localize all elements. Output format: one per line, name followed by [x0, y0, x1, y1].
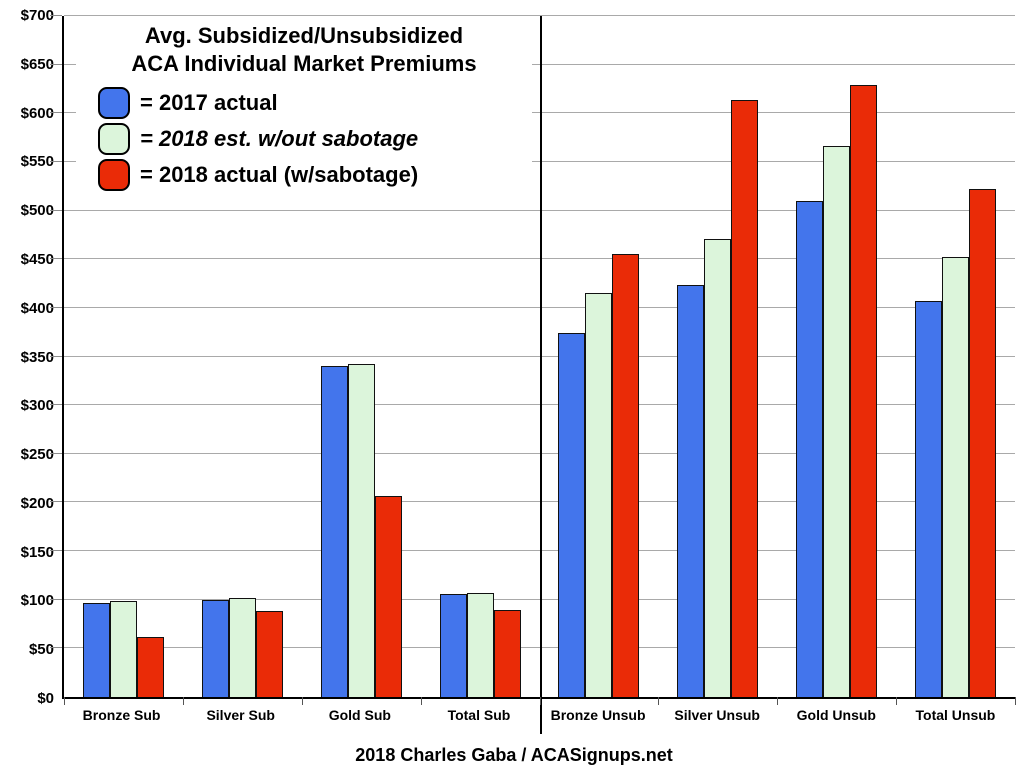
- x-axis-labels: Bronze Sub Silver Sub Gold Sub Total Sub Bro…: [62, 707, 1015, 723]
- gridline: [64, 15, 1015, 16]
- bar: [796, 200, 824, 697]
- x-axis-boundary-tick: [182, 697, 184, 705]
- plot-area: [50, 15, 1016, 734]
- y-axis-tick: [50, 355, 62, 357]
- legend-swatch-green: [98, 123, 130, 155]
- x-axis-label: Silver Sub: [206, 707, 275, 723]
- legend-swatch-red: [98, 159, 130, 191]
- legend-item-2018-estimate: = 2018 est. w/out sabotage: [98, 122, 532, 156]
- bar: [255, 611, 283, 697]
- bar: [109, 600, 137, 697]
- x-axis-label: Silver Unsub: [674, 707, 760, 723]
- x-axis-boundary-tick: [301, 697, 303, 705]
- y-axis-tick: [50, 501, 62, 503]
- x-axis-label: Gold Sub: [328, 707, 391, 723]
- x-axis-boundary-tick: [896, 697, 898, 705]
- y-axis-tick: [50, 15, 62, 16]
- legend: = 2017 actual = 2018 est. w/out sabotage…: [76, 86, 532, 192]
- y-axis-tick: [50, 306, 62, 308]
- legend-label-2017-actual: = 2017 actual: [140, 90, 278, 115]
- x-axis-boundary-tick: [777, 697, 779, 705]
- y-axis-label: $700: [20, 7, 54, 24]
- y-axis-tick: [50, 598, 62, 600]
- y-axis-tick: [50, 550, 62, 552]
- legend-label-2018-estimate: = 2018 est. w/out sabotage: [140, 126, 419, 151]
- chart-title-box: Avg. Subsidized/Unsubsidized ACA Individ…: [76, 20, 532, 200]
- y-axis-label: $50: [28, 641, 54, 659]
- bar: [915, 301, 943, 697]
- y-axis-tick: [50, 63, 62, 65]
- y-axis-tick: [50, 452, 62, 454]
- bar: [320, 366, 348, 697]
- y-axis-label: $150: [20, 543, 54, 561]
- bar: [347, 364, 375, 697]
- y-axis-tick: [50, 112, 62, 114]
- chart-title-line1: Avg. Subsidized/Unsubsidized: [144, 23, 464, 48]
- x-axis-label: Bronze Unsub: [550, 707, 646, 723]
- y-axis-tick: [50, 404, 62, 406]
- sub-unsub-divider-line: [539, 16, 542, 734]
- bar: [228, 597, 256, 697]
- legend-swatch-blue: [98, 87, 130, 119]
- y-axis-label: $500: [20, 202, 54, 220]
- bar: [82, 602, 110, 697]
- chart-title-line2: ACA Individual Market Premiums: [131, 51, 477, 76]
- y-axis-label: $350: [20, 348, 54, 366]
- y-axis-label: $450: [20, 250, 54, 268]
- x-axis-label: Total Unsub: [915, 707, 996, 723]
- bar: [969, 189, 997, 697]
- legend-item-2018-actual: = 2018 actual (w/sabotage): [98, 158, 532, 192]
- bar: [136, 636, 164, 697]
- y-axis-label: $200: [20, 494, 54, 512]
- bar-group: [183, 16, 302, 697]
- bar: [704, 238, 732, 697]
- bar: [677, 284, 705, 697]
- bar-group: [421, 16, 540, 697]
- legend-label-2018-actual: = 2018 actual (w/sabotage): [140, 162, 419, 187]
- bar-groups: [64, 16, 1015, 697]
- bar: [731, 99, 759, 697]
- y-axis-label: $0: [37, 690, 54, 707]
- bar: [850, 85, 878, 697]
- y-axis-tick: [50, 258, 62, 260]
- x-axis-boundary-tick: [658, 697, 660, 705]
- y-axis-tick: [50, 209, 62, 211]
- x-axis-label: Gold Unsub: [796, 707, 876, 723]
- bar: [823, 146, 851, 697]
- bar-group: [302, 16, 421, 697]
- bar-group: [540, 16, 659, 697]
- y-axis-tick: [50, 647, 62, 649]
- footer-credit: 2018 Charles Gaba / ACASignups.net: [355, 745, 673, 765]
- y-axis-label: $550: [20, 153, 54, 171]
- x-axis-boundary-tick: [1015, 697, 1016, 705]
- bar-group: [896, 16, 1015, 697]
- bar-group: [64, 16, 183, 697]
- y-axis-label: $250: [20, 446, 54, 464]
- bar-group: [658, 16, 777, 697]
- y-axis-label: $650: [20, 55, 54, 73]
- x-axis-label: Total Sub: [447, 707, 511, 723]
- x-axis-boundary-tick: [64, 697, 65, 705]
- y-axis-label: $100: [20, 592, 54, 610]
- x-axis-boundary-tick: [539, 697, 541, 705]
- bar: [466, 592, 494, 697]
- bar: [201, 599, 229, 697]
- bar: [942, 257, 970, 697]
- y-axis-tick: [50, 160, 62, 162]
- y-axis-label: $300: [20, 397, 54, 415]
- bar-group: [777, 16, 896, 697]
- bar: [439, 593, 467, 697]
- y-axis-label: $400: [20, 299, 54, 317]
- bar: [374, 495, 402, 697]
- bar: [558, 333, 586, 697]
- bar: [493, 610, 521, 697]
- y-axis-label: $600: [20, 104, 54, 122]
- x-axis-label: Bronze Sub: [82, 707, 161, 723]
- bar: [612, 254, 640, 697]
- legend-item-2017-actual: = 2017 actual: [98, 86, 532, 120]
- x-axis-boundary-tick: [420, 697, 422, 705]
- bar: [585, 293, 613, 697]
